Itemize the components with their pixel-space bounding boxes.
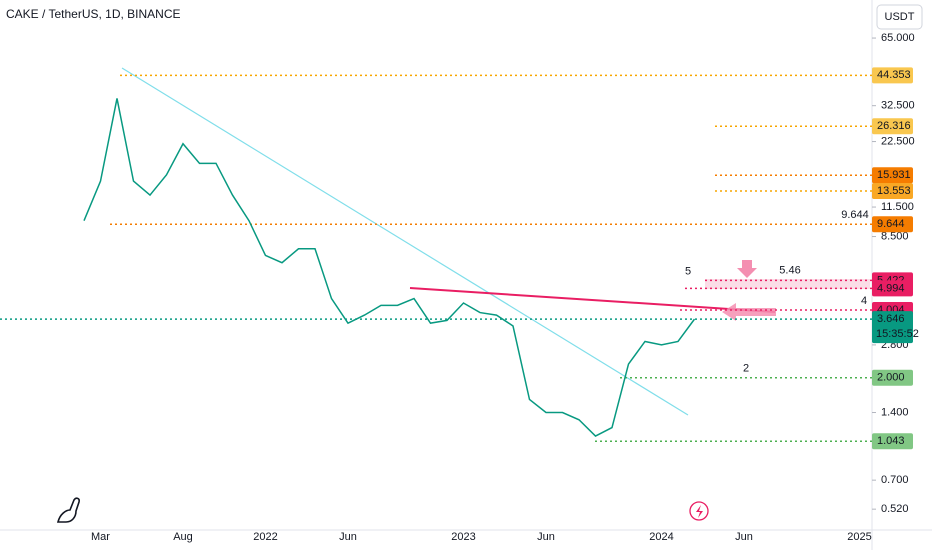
- price-label: 3.646: [877, 313, 905, 325]
- y-tick-label: 32.500: [881, 100, 915, 112]
- price-label-box: [872, 280, 913, 297]
- price-line: [83, 98, 696, 437]
- x-tick-label: Aug: [173, 531, 193, 543]
- price-label-box: [872, 167, 913, 184]
- arrow-left: [722, 303, 776, 321]
- price-label-box: [872, 183, 913, 200]
- annotation: 4: [861, 295, 867, 307]
- price-label-box: [872, 311, 913, 344]
- price-label-box: [872, 118, 913, 135]
- y-tick-label: 22.500: [881, 135, 915, 147]
- countdown: 15:35:52: [876, 328, 919, 340]
- y-tick-label: 0.700: [881, 474, 909, 486]
- price-label-box: [872, 67, 913, 84]
- y-tick-label: 65.000: [881, 32, 915, 44]
- price-label-box: [872, 216, 913, 233]
- price-label: 2.000: [877, 372, 905, 384]
- y-tick-label: 11.500: [881, 201, 914, 213]
- y-tick-label: 1.400: [881, 406, 909, 418]
- trendline: [121, 67, 689, 416]
- price-label: 1.043: [877, 435, 905, 447]
- price-label-box: [872, 433, 913, 450]
- annotation: 5.46: [779, 265, 800, 277]
- x-tick-label: Jun: [537, 531, 555, 543]
- price-label: 15.931: [877, 169, 911, 181]
- x-tick-label: Jun: [339, 531, 357, 543]
- y-tick-label: 0.520: [881, 503, 909, 515]
- chart-title: CAKE / TetherUS, 1D, BINANCE: [6, 7, 181, 21]
- annotation: 9.644: [841, 209, 869, 221]
- price-label: 4.994: [877, 282, 905, 294]
- price-label: 13.553: [877, 185, 911, 197]
- x-tick-label: 2024: [649, 531, 673, 543]
- x-tick-label: 2022: [253, 531, 277, 543]
- x-tick-label: 2025: [847, 531, 871, 543]
- x-tick-label: 2023: [451, 531, 475, 543]
- currency-button[interactable]: [876, 4, 923, 30]
- tv-logo: [56, 497, 80, 523]
- price-label: 26.316: [877, 120, 911, 132]
- currency-label: USDT: [885, 11, 915, 23]
- price-label: 44.353: [877, 69, 911, 81]
- flash-icon[interactable]: [689, 501, 709, 521]
- pink-zone: [705, 279, 870, 289]
- arrow-down: [737, 260, 757, 278]
- trendline: [409, 287, 776, 313]
- y-tick-label: 8.500: [881, 230, 909, 242]
- price-label: 9.644: [877, 218, 905, 230]
- x-tick-label: Jun: [735, 531, 753, 543]
- annotation: 5: [685, 265, 691, 277]
- flash-glyph: [696, 505, 703, 518]
- annotation: 2: [743, 363, 749, 375]
- price-label-box: [872, 369, 913, 386]
- x-tick-label: Mar: [91, 531, 110, 543]
